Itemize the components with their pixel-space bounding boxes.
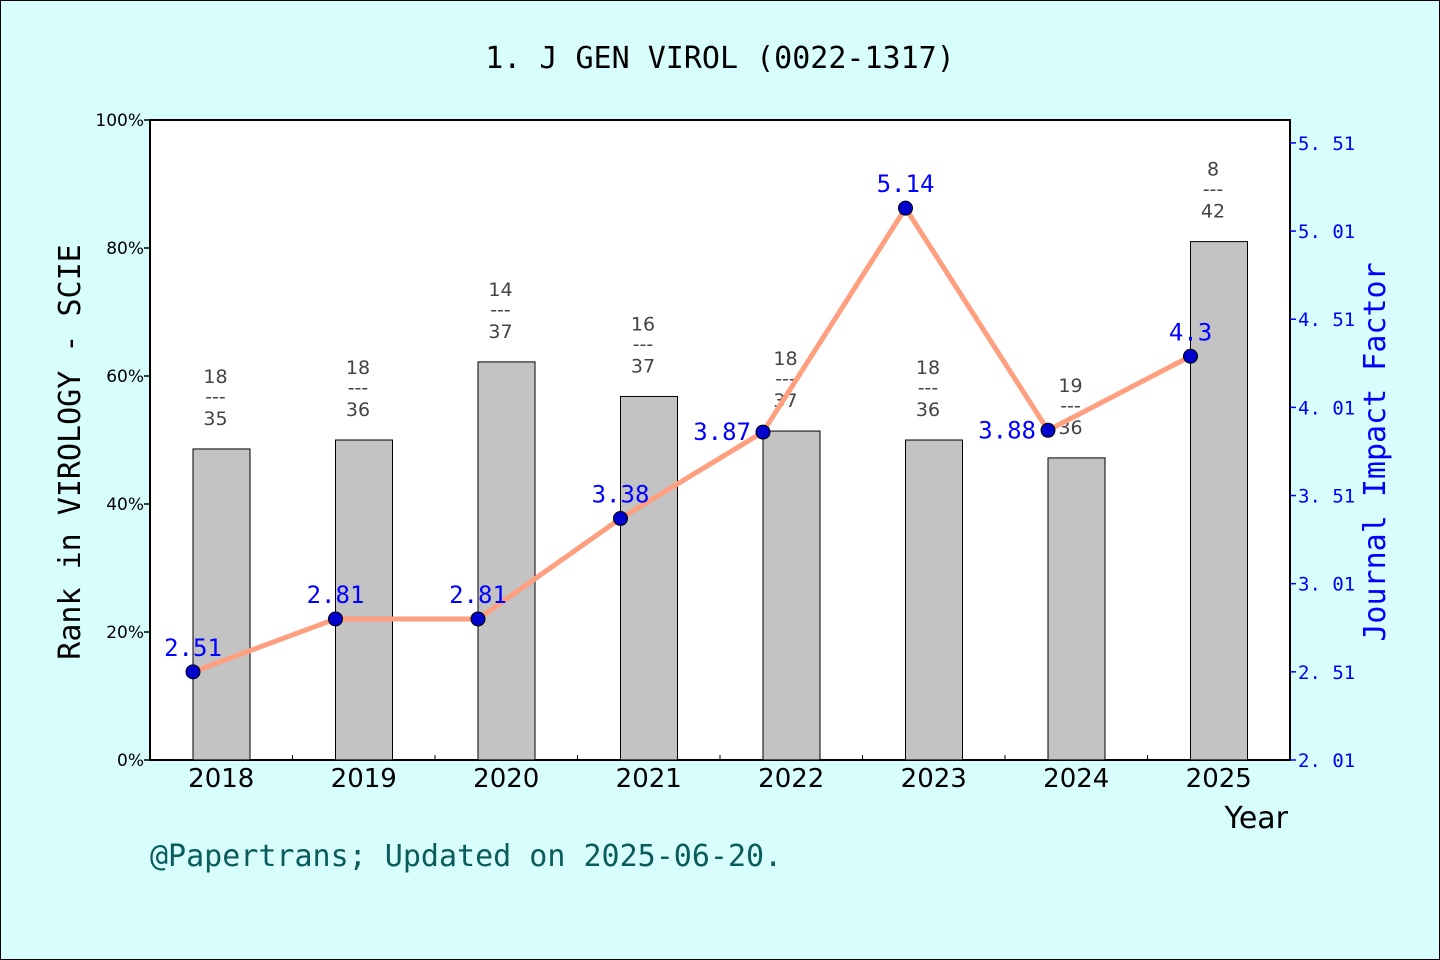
right-tick-label: 4. 01 bbox=[1298, 397, 1355, 419]
impact-factor-label: 3.38 bbox=[592, 480, 650, 508]
left-tick-label: 40% bbox=[106, 495, 144, 515]
x-tick-label: 2018 bbox=[188, 764, 254, 794]
rank-bar bbox=[477, 361, 536, 761]
rank-bar bbox=[620, 395, 678, 761]
rank-bar bbox=[905, 439, 963, 761]
rank-label: 18 bbox=[773, 348, 797, 370]
right-tick-label: 3. 51 bbox=[1298, 486, 1355, 508]
impact-factor-label: 3.87 bbox=[693, 418, 751, 446]
rank-label: 18 bbox=[203, 366, 227, 388]
rank-divider: --- bbox=[633, 333, 654, 355]
rank-label: 16 bbox=[631, 313, 655, 335]
left-tick-label: 60% bbox=[106, 367, 144, 387]
rank-label: 14 bbox=[488, 279, 512, 301]
x-tick-label: 2025 bbox=[1186, 764, 1252, 794]
impact-factor-point bbox=[470, 611, 486, 627]
total-label: 42 bbox=[1201, 201, 1225, 223]
rank-divider: --- bbox=[490, 299, 511, 321]
rank-label: 19 bbox=[1058, 375, 1082, 397]
impact-factor-line bbox=[192, 203, 1192, 675]
impact-factor-label: 5.14 bbox=[877, 170, 935, 198]
right-tick-label: 5. 01 bbox=[1298, 221, 1355, 243]
x-tick-label: 2022 bbox=[758, 764, 824, 794]
impact-factor-label: 3.88 bbox=[978, 416, 1036, 444]
rank-divider: --- bbox=[1203, 179, 1224, 201]
right-tick-label: 2. 51 bbox=[1298, 662, 1355, 684]
total-label: 37 bbox=[631, 355, 655, 377]
impact-factor-label: 4.3 bbox=[1169, 318, 1212, 346]
impact-factor-point bbox=[898, 200, 913, 216]
rank-divider: --- bbox=[348, 377, 369, 399]
impact-factor-point bbox=[613, 510, 628, 526]
impact-factor-point bbox=[755, 424, 771, 440]
rank-bar bbox=[1047, 457, 1106, 761]
rank-label: 18 bbox=[916, 357, 940, 379]
left-tick-label: 0% bbox=[117, 751, 144, 771]
rank-divider: --- bbox=[1060, 395, 1081, 417]
impact-factor-point bbox=[185, 664, 201, 680]
total-label: 36 bbox=[916, 399, 940, 421]
x-tick-label: 2020 bbox=[473, 764, 539, 794]
rank-bar bbox=[335, 439, 393, 761]
left-tick-label: 20% bbox=[106, 623, 144, 643]
impact-factor-label: 2.51 bbox=[164, 634, 222, 662]
impact-factor-point bbox=[1183, 348, 1198, 364]
x-tick-label: 2021 bbox=[616, 764, 682, 794]
impact-factor-point bbox=[1040, 422, 1056, 438]
chart-title: 1. J GEN VIROL (0022-1317) bbox=[485, 41, 955, 76]
rank-bar bbox=[762, 430, 821, 761]
left-tick-label: 100% bbox=[95, 111, 144, 131]
left-axis-label: Rank in VIROLOGY - SCIE bbox=[53, 244, 88, 659]
x-axis-label: Year bbox=[1223, 801, 1288, 836]
right-tick-label: 5. 51 bbox=[1298, 133, 1355, 155]
right-tick-label: 3. 01 bbox=[1298, 574, 1355, 596]
total-label: 37 bbox=[488, 321, 512, 343]
footer-credit: @Papertrans; Updated on 2025-06-20. bbox=[150, 839, 782, 874]
rank-label: 18 bbox=[346, 357, 370, 379]
right-tick-label: 4. 51 bbox=[1298, 309, 1355, 331]
total-label: 35 bbox=[203, 408, 227, 430]
impact-factor-point bbox=[328, 611, 343, 627]
x-tick-label: 2024 bbox=[1043, 764, 1109, 794]
rank-divider: --- bbox=[918, 377, 939, 399]
rank-bar bbox=[192, 448, 251, 761]
total-label: 36 bbox=[346, 399, 370, 421]
rank-label: 8 bbox=[1207, 159, 1219, 181]
rank-divider: --- bbox=[205, 386, 226, 408]
right-axis-label: Journal Impact Factor bbox=[1358, 262, 1393, 641]
x-tick-label: 2019 bbox=[331, 764, 397, 794]
impact-factor-label: 2.81 bbox=[449, 581, 507, 609]
rank-bar bbox=[1190, 241, 1248, 761]
x-tick-label: 2023 bbox=[901, 764, 967, 794]
impact-factor-label: 2.81 bbox=[307, 581, 365, 609]
left-tick-label: 80% bbox=[106, 239, 144, 259]
right-tick-label: 2. 01 bbox=[1298, 750, 1355, 772]
